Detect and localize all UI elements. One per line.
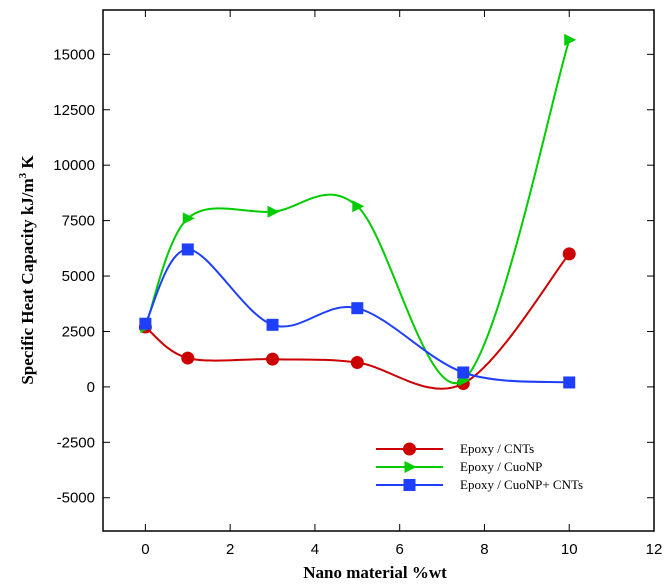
y-tick-label: 2500 bbox=[62, 323, 95, 340]
y-axis-ticks: -5000 -2500 0 2500 5000 7500 10000 12500 15000 bbox=[53, 46, 654, 507]
data-point bbox=[182, 212, 195, 225]
legend-item: Epoxy / CNTs bbox=[376, 441, 534, 456]
plot-area-frame bbox=[102, 9, 655, 532]
data-point bbox=[564, 33, 577, 46]
x-axis-ticks: 0 2 4 6 8 10 12 bbox=[141, 10, 662, 558]
series-3 bbox=[139, 243, 576, 389]
data-point bbox=[267, 205, 280, 218]
x-tick-label: 10 bbox=[561, 541, 578, 558]
series-line bbox=[144, 39, 571, 385]
x-tick-label: 4 bbox=[311, 541, 319, 558]
y-axis-title-superscript: 3 bbox=[17, 172, 29, 178]
series-layer bbox=[138, 33, 577, 391]
y-tick-label: -2500 bbox=[57, 434, 95, 451]
data-point bbox=[562, 247, 576, 261]
x-tick-label: 6 bbox=[396, 541, 404, 558]
data-point bbox=[181, 243, 194, 256]
x-tick-label: 0 bbox=[141, 541, 149, 558]
legend: Epoxy / CNTs Epoxy / CuoNP Epoxy / CuoNP+ … bbox=[376, 441, 583, 492]
y-tick-label: 10000 bbox=[53, 157, 95, 174]
legend-item: Epoxy / CuoNP bbox=[376, 459, 542, 474]
y-tick-label: 15000 bbox=[53, 46, 95, 63]
legend-swatch-marker bbox=[404, 461, 417, 473]
data-point bbox=[266, 318, 279, 331]
legend-label: Epoxy / CuoNP bbox=[460, 459, 542, 474]
y-tick-label: 5000 bbox=[62, 268, 95, 285]
x-tick-label: 12 bbox=[646, 541, 663, 558]
data-point bbox=[563, 376, 576, 389]
y-axis-title: Specific Heat Capacity kJ/m3 K bbox=[17, 155, 37, 385]
data-point bbox=[139, 317, 152, 330]
series-2 bbox=[140, 33, 577, 387]
y-tick-label: -5000 bbox=[57, 490, 95, 507]
x-tick-label: 2 bbox=[226, 541, 234, 558]
y-tick-label: 7500 bbox=[62, 213, 95, 230]
legend-label: Epoxy / CuoNP+ CNTs bbox=[460, 477, 583, 492]
y-tick-label: 0 bbox=[87, 379, 95, 396]
legend-item: Epoxy / CuoNP+ CNTs bbox=[376, 477, 583, 492]
legend-swatch-marker bbox=[403, 479, 416, 491]
data-point bbox=[457, 366, 470, 379]
y-tick-label: 12500 bbox=[53, 102, 95, 119]
data-point bbox=[352, 200, 365, 213]
data-point bbox=[350, 356, 364, 370]
legend-swatch-marker bbox=[403, 442, 416, 456]
data-point bbox=[181, 351, 195, 365]
data-point bbox=[266, 352, 280, 366]
legend-label: Epoxy / CNTs bbox=[460, 441, 534, 456]
x-axis-title: Nano material %wt bbox=[303, 563, 447, 582]
x-tick-label: 8 bbox=[480, 541, 488, 558]
data-point bbox=[351, 302, 364, 315]
